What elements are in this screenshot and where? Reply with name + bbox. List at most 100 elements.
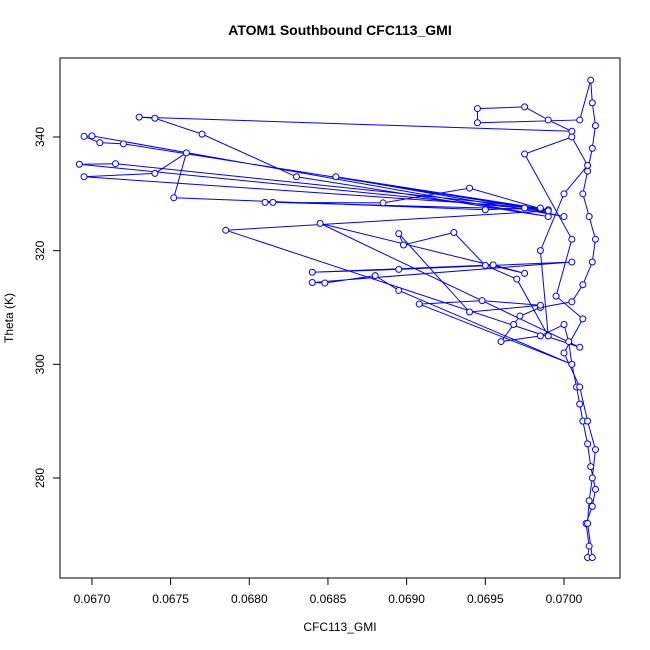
point <box>222 226 230 234</box>
point <box>292 173 300 181</box>
point <box>513 275 521 283</box>
point <box>170 194 178 202</box>
point <box>544 207 552 215</box>
point <box>560 349 568 357</box>
point <box>308 268 316 276</box>
point <box>544 332 552 340</box>
point <box>560 190 568 198</box>
point <box>584 519 592 527</box>
point <box>198 130 206 138</box>
point <box>112 160 120 168</box>
point <box>576 400 584 408</box>
point <box>332 173 340 181</box>
x-tick-label: 0.0670 <box>74 592 111 606</box>
point <box>568 127 576 135</box>
point <box>395 230 403 238</box>
point <box>587 76 595 84</box>
point <box>536 247 544 255</box>
point <box>560 321 568 329</box>
point <box>585 497 593 505</box>
point <box>585 542 593 550</box>
x-axis-label: CFC113_GMI <box>303 620 376 634</box>
point <box>568 258 576 266</box>
point <box>576 116 584 124</box>
point <box>588 502 596 510</box>
point <box>584 167 592 175</box>
point <box>478 297 486 305</box>
point <box>568 298 576 306</box>
y-tick-label: 300 <box>33 354 47 374</box>
point <box>591 485 599 493</box>
point <box>80 132 88 140</box>
point <box>588 474 596 482</box>
point <box>568 133 576 141</box>
point <box>579 190 587 198</box>
point <box>321 279 329 287</box>
point <box>489 261 497 269</box>
x-tick-label: 0.0685 <box>310 592 347 606</box>
point <box>75 160 83 168</box>
point <box>415 300 423 308</box>
point <box>395 286 403 294</box>
point <box>261 198 269 206</box>
point <box>399 241 407 249</box>
point <box>510 321 518 329</box>
point <box>588 554 596 562</box>
point <box>587 463 595 471</box>
point <box>151 114 159 122</box>
point <box>521 103 529 111</box>
point <box>481 206 489 214</box>
point <box>536 301 544 309</box>
point <box>585 213 593 221</box>
point <box>544 213 552 221</box>
x-tick-label: 0.0680 <box>231 592 268 606</box>
y-axis-label: Theta (K) <box>2 293 16 343</box>
point <box>88 132 96 140</box>
x-tick-label: 0.0695 <box>467 592 504 606</box>
y-tick-label: 280 <box>33 468 47 488</box>
point <box>568 235 576 243</box>
x-tick-label: 0.0675 <box>152 592 189 606</box>
point <box>552 292 560 300</box>
point <box>568 360 576 368</box>
point <box>371 272 379 280</box>
point <box>576 383 584 391</box>
point <box>466 184 474 192</box>
point <box>521 204 529 212</box>
point <box>497 338 505 346</box>
point <box>584 440 592 448</box>
point <box>450 228 458 236</box>
point <box>544 116 552 124</box>
point <box>473 105 481 113</box>
point <box>579 315 587 323</box>
point <box>395 265 403 273</box>
point <box>591 235 599 243</box>
point <box>565 338 573 346</box>
point <box>521 269 529 277</box>
point <box>151 169 159 177</box>
point <box>591 446 599 454</box>
point <box>536 332 544 340</box>
point <box>588 99 596 107</box>
x-tick-label: 0.0690 <box>388 592 425 606</box>
point <box>584 161 592 169</box>
point <box>521 150 529 158</box>
point <box>591 122 599 130</box>
point <box>560 213 568 221</box>
point <box>481 261 489 269</box>
y-tick-label: 320 <box>33 240 47 260</box>
point <box>576 343 584 351</box>
point <box>536 204 544 212</box>
point <box>80 173 88 181</box>
point <box>308 278 316 286</box>
chart-title: ATOM1 Southbound CFC113_GMI <box>228 22 452 38</box>
point <box>466 308 474 316</box>
point <box>135 113 143 121</box>
x-tick-label: 0.0700 <box>546 592 583 606</box>
point <box>119 140 127 148</box>
point <box>473 119 481 127</box>
point <box>379 199 387 207</box>
point <box>316 219 324 227</box>
